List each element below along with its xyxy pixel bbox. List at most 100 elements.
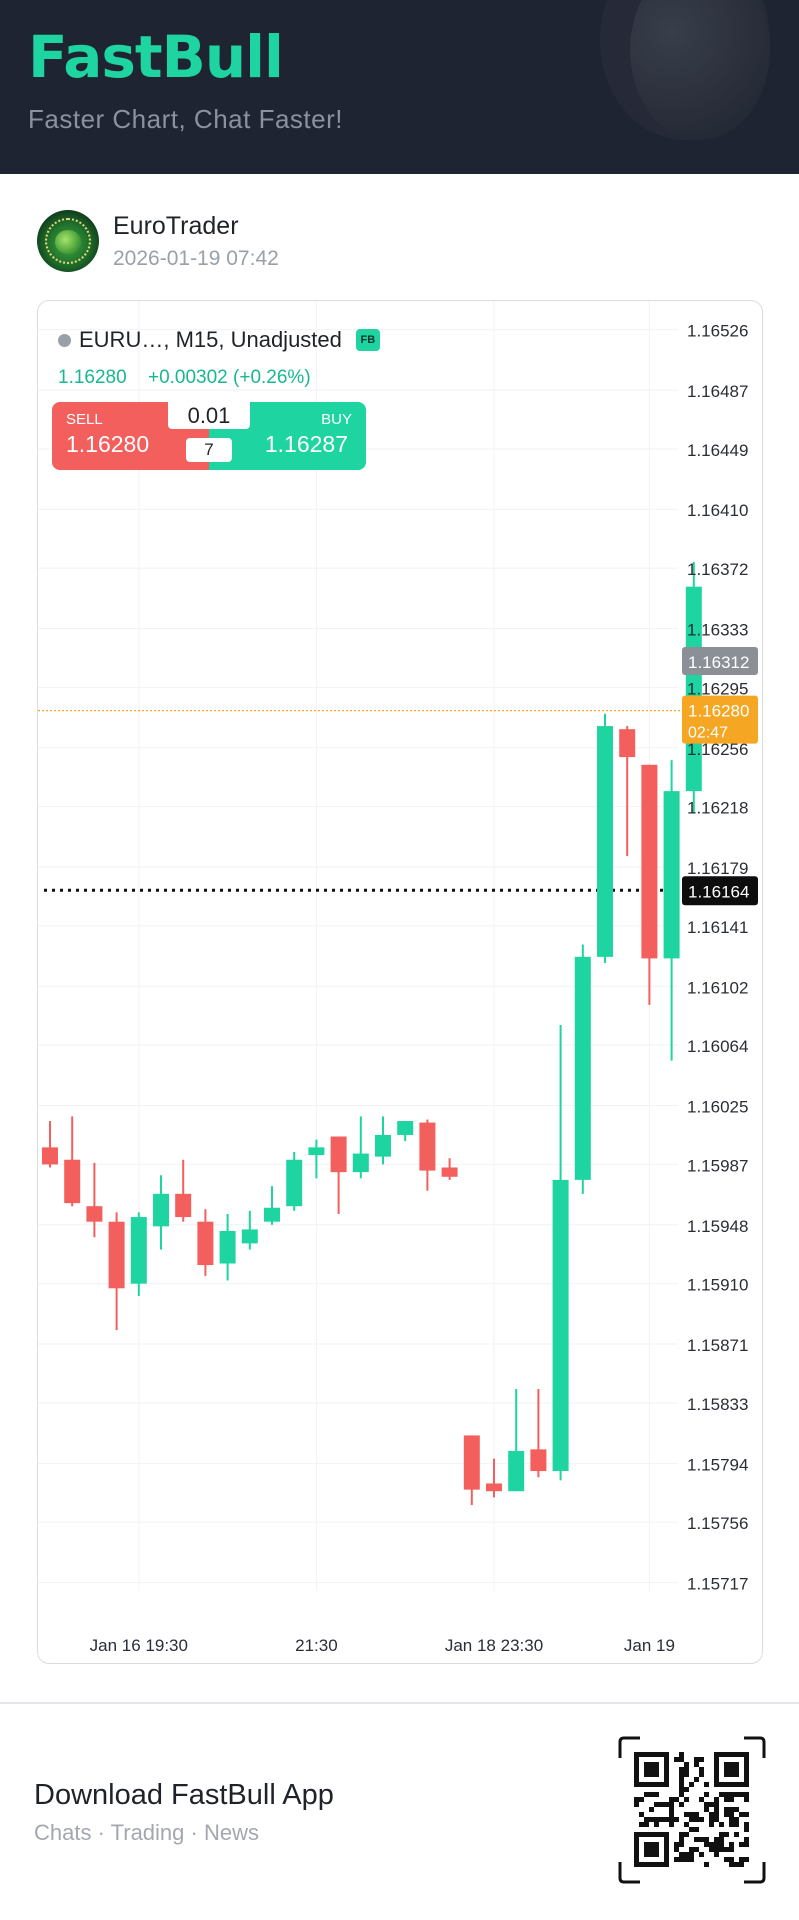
candle xyxy=(552,1025,569,1481)
candle-body xyxy=(552,1179,569,1472)
qr-module xyxy=(729,1817,734,1822)
candle xyxy=(463,1435,480,1506)
qr-module xyxy=(734,1792,739,1797)
candle xyxy=(108,1212,125,1331)
qr-module xyxy=(704,1837,709,1842)
qr-module xyxy=(649,1807,654,1812)
qr-module xyxy=(644,1822,649,1827)
download-title[interactable]: Download FastBull App xyxy=(34,1779,334,1811)
candle-body xyxy=(574,956,591,1180)
qr-module xyxy=(694,1762,699,1767)
qr-module xyxy=(729,1822,734,1827)
qr-module xyxy=(679,1752,684,1757)
status-dot xyxy=(58,333,71,347)
orange-price-tag xyxy=(682,695,758,744)
candle xyxy=(441,1158,458,1180)
qr-module xyxy=(699,1767,704,1772)
qr-module xyxy=(669,1807,674,1812)
qr-module xyxy=(689,1857,694,1862)
qr-module xyxy=(669,1797,674,1802)
candle-body xyxy=(441,1167,458,1177)
footer-divider xyxy=(0,1702,799,1704)
qr-module xyxy=(669,1812,674,1817)
qr-module xyxy=(724,1792,729,1797)
candlestick-chart[interactable]: 1.16526 1.16487 1.16449 1.16410 1.16372 1.163… xyxy=(38,301,763,1664)
y-tick-label: 1.15717 xyxy=(687,1575,748,1594)
qr-module xyxy=(719,1832,724,1837)
candle xyxy=(153,1175,169,1250)
qr-module xyxy=(669,1802,674,1807)
price-tags: 1.16312 1.16280 02:47 1.16164 xyxy=(682,647,758,906)
qr-module xyxy=(729,1857,734,1862)
qr-module xyxy=(679,1837,684,1842)
qr-module xyxy=(639,1812,644,1817)
candle-body xyxy=(264,1207,280,1222)
username[interactable]: EuroTrader xyxy=(113,212,239,240)
qr-module xyxy=(719,1842,724,1847)
y-tick-label: 1.16410 xyxy=(687,501,748,520)
y-tick-label: 1.15794 xyxy=(687,1455,748,1474)
qr-module xyxy=(734,1862,739,1867)
candle-body xyxy=(486,1483,502,1492)
qr-module xyxy=(744,1827,749,1832)
qr-module xyxy=(699,1757,704,1762)
avatar-ring xyxy=(45,218,91,264)
candle xyxy=(197,1209,214,1276)
qr-module xyxy=(714,1817,719,1822)
fb-badge: FB xyxy=(355,329,380,351)
qr-module xyxy=(734,1817,739,1822)
qr-module xyxy=(679,1802,684,1807)
qr-module xyxy=(684,1787,689,1792)
y-tick-label: 1.16064 xyxy=(687,1037,748,1056)
qr-module xyxy=(689,1782,694,1787)
qr-module xyxy=(704,1792,709,1797)
qr-module xyxy=(744,1797,749,1802)
candle-body xyxy=(597,726,613,957)
candle xyxy=(530,1388,547,1478)
x-tick-label: 21:30 xyxy=(295,1636,338,1655)
candle-body xyxy=(530,1449,547,1472)
candle-body xyxy=(463,1435,480,1490)
qr-module xyxy=(729,1847,734,1852)
chart-card[interactable]: 1.16526 1.16487 1.16449 1.16410 1.16372 1.163… xyxy=(37,300,763,1664)
candle-body xyxy=(397,1121,414,1135)
symbol-name[interactable]: EURU… xyxy=(79,327,164,352)
qr-code[interactable] xyxy=(618,1736,766,1884)
qr-module xyxy=(679,1777,684,1782)
qr-module xyxy=(679,1782,684,1787)
qr-module xyxy=(669,1822,674,1827)
candle-body xyxy=(86,1206,103,1222)
qr-module xyxy=(689,1817,694,1822)
download-subtitle: Chats · Trading · News xyxy=(34,1820,259,1845)
qr-module xyxy=(684,1812,689,1817)
y-tick-label: 1.16102 xyxy=(687,978,748,997)
qr-module xyxy=(679,1767,684,1772)
avatar[interactable] xyxy=(37,210,99,272)
qr-module xyxy=(694,1837,699,1842)
candle xyxy=(574,944,591,1194)
qr-module xyxy=(684,1857,689,1862)
y-tick-label: 1.15833 xyxy=(687,1395,748,1414)
reference-lines xyxy=(38,709,680,892)
candle xyxy=(375,1116,391,1165)
candle-body xyxy=(508,1450,525,1492)
qr-module xyxy=(724,1857,729,1862)
qr-module xyxy=(714,1797,719,1802)
candle xyxy=(641,764,658,1005)
qr-module xyxy=(639,1797,644,1802)
quantity-input[interactable]: 0.01 xyxy=(168,402,250,429)
y-tick-label: 1.16141 xyxy=(687,918,748,937)
y-tick-label: 1.15948 xyxy=(687,1217,748,1236)
qr-module xyxy=(714,1837,719,1842)
candle-body xyxy=(352,1153,369,1173)
qr-module xyxy=(679,1857,684,1862)
qr-module xyxy=(674,1757,679,1762)
qr-module xyxy=(644,1817,649,1822)
chart-details: , M15, Unadjusted xyxy=(163,327,342,352)
app-header: FastBull Faster Chart, Chat Faster! xyxy=(0,0,799,174)
qr-module xyxy=(654,1817,659,1822)
candle xyxy=(352,1116,369,1179)
qr-module xyxy=(684,1772,689,1777)
sell-price: 1.16280 xyxy=(66,431,150,457)
qr-corner-brackets xyxy=(618,1736,766,1884)
